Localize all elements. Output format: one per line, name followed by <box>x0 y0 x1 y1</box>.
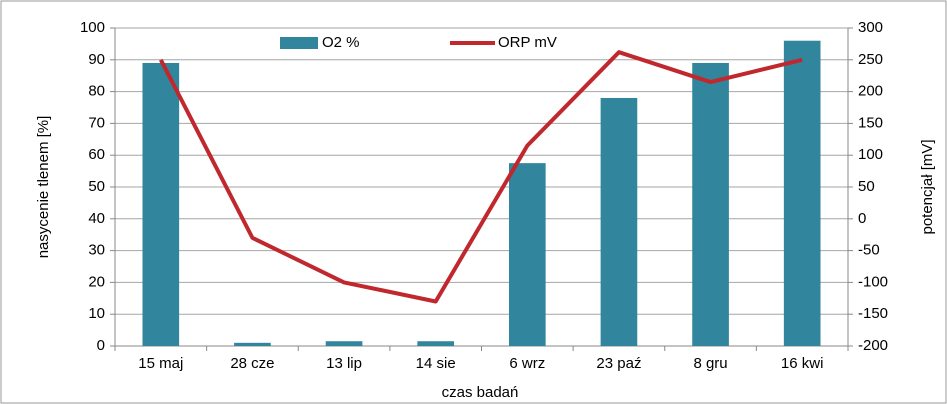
bar <box>600 97 638 347</box>
y2-tick-label: 150 <box>858 114 883 131</box>
y2-tick-label: 0 <box>858 210 866 227</box>
legend-label: ORP mV <box>498 34 557 51</box>
x-tick-label: 15 maj <box>138 355 183 372</box>
x-tick-label: 8 gru <box>693 355 727 372</box>
line-series <box>159 50 803 304</box>
y2-tick-label: 200 <box>858 83 883 100</box>
bar <box>417 341 455 346</box>
legend-label: O2 % <box>322 34 360 51</box>
y-tick-label: 60 <box>88 146 105 163</box>
y-tick-label: 10 <box>88 305 105 322</box>
bar <box>783 40 821 346</box>
y-tick-label: 80 <box>88 83 105 100</box>
y-tick-label: 20 <box>88 273 105 290</box>
y-tick-label: 40 <box>88 210 105 227</box>
x-tick-label: 13 lip <box>326 355 362 372</box>
bar <box>692 62 729 346</box>
bar <box>142 62 180 346</box>
y2-tick-label: -200 <box>858 337 888 354</box>
y2-tick-label: 300 <box>858 19 883 36</box>
y2-tick-label: -100 <box>858 273 888 290</box>
x-tick-label: 14 sie <box>416 355 456 372</box>
y-axis-label: nasycenie tlenem [%] <box>35 116 52 259</box>
x-axis-label: czas badań <box>442 384 519 401</box>
legend-swatch <box>280 37 318 49</box>
y-tick-label: 0 <box>97 337 105 354</box>
x-tick-label: 28 cze <box>230 355 274 372</box>
y-tick-label: 100 <box>80 19 105 36</box>
bar <box>234 342 271 346</box>
y2-tick-label: -50 <box>858 242 880 259</box>
y-tick-label: 90 <box>88 51 105 68</box>
x-tick-label: 23 paź <box>596 355 641 372</box>
y2-tick-label: 100 <box>858 146 883 163</box>
y-tick-label: 50 <box>88 178 105 195</box>
y-tick-label: 70 <box>88 114 105 131</box>
y2-tick-label: 250 <box>858 51 883 68</box>
y2-tick-label: -150 <box>858 305 888 322</box>
y2-tick-label: 50 <box>858 178 875 195</box>
bar <box>508 163 546 346</box>
y-tick-label: 30 <box>88 242 105 259</box>
y2-axis-label: potencjał [mV] <box>919 139 936 234</box>
x-tick-label: 6 wrz <box>509 355 545 372</box>
bar <box>325 341 363 346</box>
x-tick-label: 16 kwi <box>781 355 824 372</box>
